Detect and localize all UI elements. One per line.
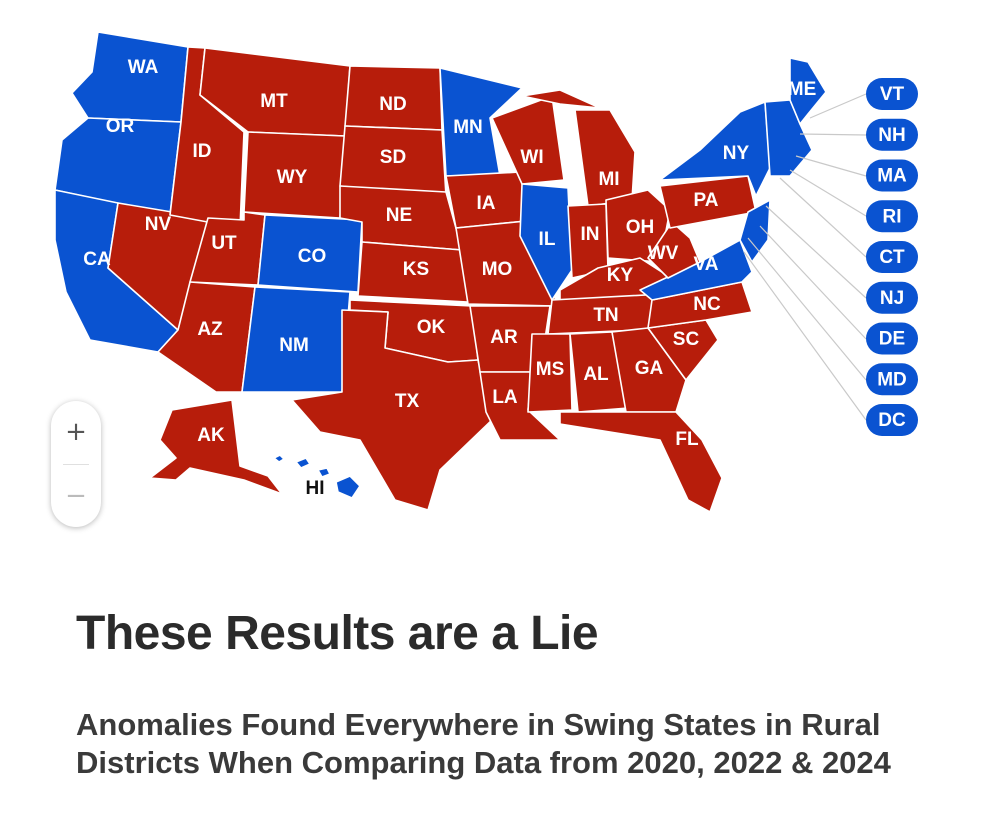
small-state-pill-ct[interactable]: CT	[866, 241, 918, 273]
state-IL[interactable]	[519, 183, 573, 301]
state-label-il: IL	[539, 229, 556, 250]
small-state-pill-nh[interactable]: NH	[866, 118, 918, 151]
us-election-map[interactable]: WA OR CA NV ID MT WY UT CO AZ NM ND SD NE KS OK TX MN IA MO…	[0, 0, 1000, 560]
state-label-ny: NY	[723, 143, 750, 164]
state-label-fl: FL	[675, 429, 699, 450]
small-state-label-ri: RI	[883, 206, 902, 227]
state-label-mi: MI	[598, 169, 619, 190]
small-state-label-md: MD	[877, 369, 907, 390]
state-label-sd: SD	[380, 147, 406, 168]
small-state-pill-de[interactable]: DE	[866, 322, 918, 355]
state-label-oh: OH	[626, 217, 655, 238]
state-label-me: ME	[788, 79, 817, 100]
state-label-wy: WY	[277, 167, 308, 188]
state-label-la: LA	[492, 387, 518, 408]
state-FL[interactable]	[559, 411, 723, 513]
state-label-ne: NE	[386, 205, 412, 226]
state-label-pa: PA	[694, 190, 719, 211]
small-state-pill-ma[interactable]: MA	[866, 159, 918, 192]
zoom-divider	[63, 464, 89, 465]
state-label-ar: AR	[490, 327, 518, 348]
small-state-label-ma: MA	[877, 166, 907, 187]
state-mid-atlantic[interactable]	[739, 199, 771, 263]
small-state-label-nj: NJ	[880, 288, 904, 309]
state-WV[interactable]	[647, 221, 701, 279]
state-label-id: ID	[193, 141, 212, 162]
state-label-tn: TN	[593, 305, 618, 326]
state-MN[interactable]	[439, 67, 523, 177]
state-label-tx: TX	[395, 391, 420, 412]
zoom-out-button[interactable]: −	[65, 481, 87, 511]
state-label-nv: NV	[145, 214, 172, 235]
small-state-label-nh: NH	[878, 125, 905, 146]
small-state-pill-nj[interactable]: NJ	[866, 281, 918, 314]
state-label-nd: ND	[379, 94, 406, 115]
state-label-or: OR	[106, 116, 135, 137]
small-state-pill-md[interactable]: MD	[866, 363, 918, 396]
state-label-sc: SC	[673, 329, 700, 350]
state-label-ky: KY	[607, 265, 634, 286]
small-state-label-ct: CT	[879, 247, 905, 268]
callout-leader-lines	[743, 93, 867, 421]
state-WI[interactable]	[491, 95, 565, 185]
headline: These Results are a Lie	[76, 607, 599, 660]
us-map-svg[interactable]: WA OR CA NV ID MT WY UT CO AZ NM ND SD NE KS OK TX MN IA MO…	[0, 0, 1000, 560]
state-label-co: CO	[298, 246, 327, 267]
subheadline: Anomalies Found Everywhere in Swing Stat…	[76, 707, 891, 780]
state-HI[interactable]	[273, 454, 361, 499]
state-label-wi: WI	[520, 147, 543, 168]
state-label-nm: NM	[279, 335, 309, 356]
state-label-al: AL	[583, 364, 609, 385]
small-state-pill-vt[interactable]: VT	[866, 78, 918, 110]
small-state-pill-ri[interactable]: RI	[866, 200, 918, 233]
state-label-ca: CA	[83, 249, 111, 270]
state-label-ga: GA	[635, 358, 664, 379]
state-label-wa: WA	[128, 57, 159, 78]
state-label-va: VA	[694, 254, 719, 275]
state-label-mo: MO	[482, 259, 513, 280]
small-state-label-de: DE	[879, 329, 905, 350]
state-label-in: IN	[581, 224, 600, 245]
state-MS[interactable]	[527, 333, 573, 413]
state-GA[interactable]	[611, 327, 687, 413]
state-label-nc: NC	[693, 294, 721, 315]
state-label-ks: KS	[403, 259, 429, 280]
state-label-az: AZ	[197, 319, 223, 340]
state-label-wv: WV	[648, 243, 679, 264]
state-label-hi: HI	[306, 478, 325, 499]
small-state-pill-dc[interactable]: DC	[866, 404, 918, 436]
state-label-ia: IA	[477, 193, 496, 214]
state-TX[interactable]	[291, 309, 493, 511]
state-AK[interactable]	[149, 399, 283, 495]
state-ME[interactable]	[789, 57, 827, 125]
small-state-label-vt: VT	[880, 84, 905, 105]
zoom-in-button[interactable]: +	[65, 417, 87, 447]
state-label-ut: UT	[211, 233, 237, 254]
state-label-ok: OK	[417, 317, 446, 338]
small-state-label-dc: DC	[878, 410, 906, 431]
state-label-ms: MS	[536, 359, 565, 380]
state-label-mt: MT	[260, 91, 288, 112]
zoom-control: + −	[51, 401, 101, 527]
state-label-mn: MN	[453, 117, 483, 138]
state-label-ak: AK	[197, 425, 225, 446]
state-MI[interactable]	[521, 89, 636, 207]
